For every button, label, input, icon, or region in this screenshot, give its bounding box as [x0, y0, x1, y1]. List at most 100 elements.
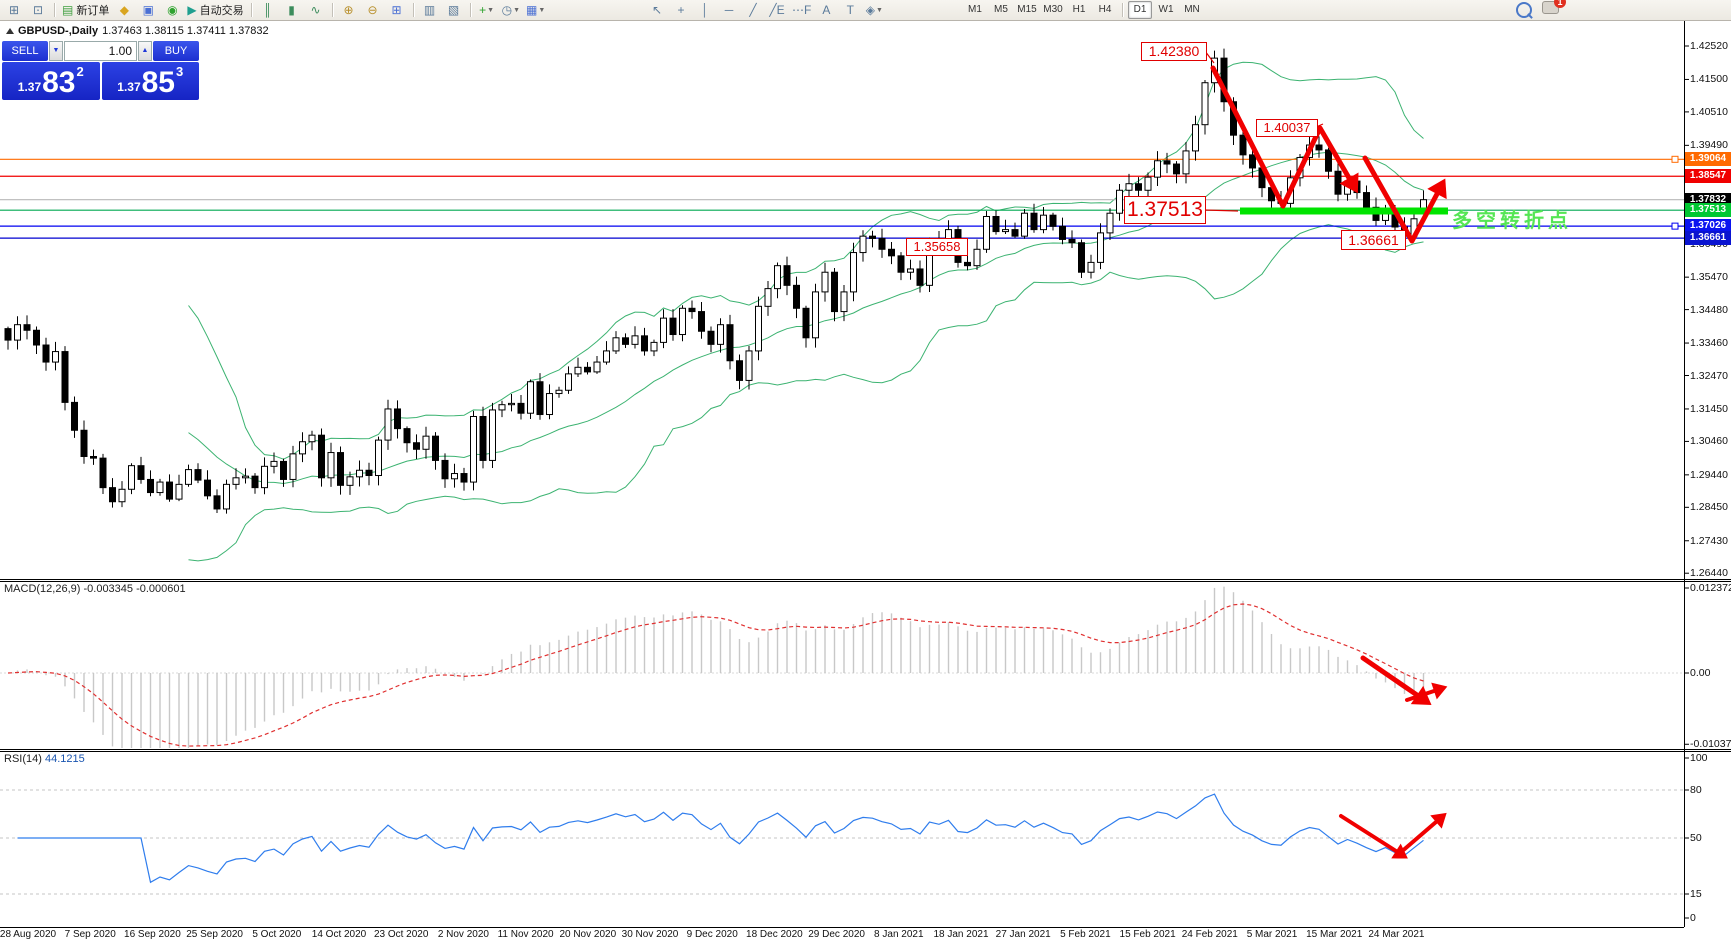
text-tool[interactable]: A [822, 3, 831, 17]
fibonacci-tool[interactable]: ⋯F [792, 3, 812, 17]
timeframe-mn[interactable]: MN [1184, 4, 1200, 15]
autotrading-button[interactable]: ▶ 自动交易 [187, 3, 244, 17]
line-handle[interactable] [1671, 155, 1679, 163]
price-badge-1.36661: 1.36661 [1685, 231, 1731, 246]
line-chart-icon[interactable]: ∿ [310, 3, 321, 17]
price-zigzag-1 [1210, 65, 1352, 209]
price-axis-tick: 1.30460 [1690, 435, 1728, 448]
label-retest[interactable]: 1.40037 [1256, 119, 1318, 137]
date-axis-label: 30 Nov 2020 [621, 929, 679, 940]
symbol-name: GBPUSD-,Daily [18, 25, 99, 37]
sell-price-pip: 2 [76, 64, 84, 79]
label-pivot[interactable]: 1.37513 [1124, 196, 1206, 224]
rsi-arrow-down [1339, 814, 1398, 853]
cursor-tool[interactable]: ↖ [651, 3, 663, 17]
volume-input[interactable]: 1.00 [64, 41, 137, 61]
volume-decrease-button[interactable]: ▼ [49, 41, 63, 61]
buy-price-pip: 3 [176, 64, 184, 79]
label-tool[interactable]: T [846, 3, 855, 17]
add-indicator-icon[interactable]: + ▼ [479, 3, 495, 17]
rsi-arrow-up [1398, 820, 1438, 855]
timeframe-m1[interactable]: M1 [968, 4, 982, 15]
signals-icon[interactable]: ◉ [167, 3, 178, 17]
search-icon[interactable] [1516, 2, 1532, 18]
tile-windows-icon[interactable]: ⊞ [391, 3, 402, 17]
buy-button[interactable]: BUY [153, 41, 199, 61]
vline-tool[interactable]: │ [701, 3, 709, 17]
label-support[interactable]: 1.35658 [906, 238, 968, 256]
shapes-tool[interactable]: ◈ ▼ [865, 3, 883, 17]
candles-chart-icon[interactable]: ▮ [288, 3, 295, 17]
notification-badge: 1 [1554, 0, 1566, 8]
bars-chart-icon[interactable]: ║ [263, 3, 272, 17]
autotrading-button-label: 自动交易 [199, 5, 244, 17]
metaeditor-icon[interactable]: ◆ [119, 3, 129, 17]
label-low[interactable]: 1.36661 [1341, 230, 1406, 250]
date-axis-label: 14 Oct 2020 [311, 929, 367, 940]
channel-tool[interactable]: ╱E [769, 3, 785, 17]
templates-icon[interactable]: ▦ ▼ [526, 3, 546, 17]
date-axis-label: 9 Dec 2020 [686, 929, 738, 940]
data-window-icon[interactable]: ▥ [423, 3, 436, 17]
timeframe-m15[interactable]: M15 [1017, 4, 1037, 15]
timeframe-m5[interactable]: M5 [994, 4, 1008, 15]
new-chart-icon[interactable]: ⊞ [8, 3, 20, 17]
sell-price-button[interactable]: 1.37 83 2 [2, 62, 100, 100]
chart-drawings[interactable] [1203, 50, 1448, 859]
candles[interactable] [4, 48, 1427, 514]
timeframe-w1[interactable]: W1 [1158, 4, 1174, 15]
zoom-out-icon[interactable]: ⊖ [367, 3, 378, 17]
timeframe-h4[interactable]: H4 [1098, 4, 1112, 15]
crosshair-tool[interactable]: + [677, 3, 685, 17]
date-axis-label: 18 Dec 2020 [746, 929, 803, 940]
timeframe-d1[interactable]: D1 [1128, 1, 1152, 19]
rsi-label: RSI(14) 44.1215 [4, 753, 85, 765]
notifications-button[interactable]: 1 [1542, 0, 1566, 19]
price-axis-tick: 1.40510 [1690, 105, 1728, 118]
buy-price-button[interactable]: 1.37 85 3 [101, 62, 199, 100]
price-axis-tick: 1.33460 [1690, 337, 1728, 350]
toolbar-separator [54, 3, 55, 17]
line-handle[interactable] [1671, 222, 1679, 230]
price-axis-tick: 1.41500 [1690, 73, 1728, 86]
macd-axis-tick: -0.010374 [1690, 738, 1731, 751]
chevron-down-icon: ▼ [875, 6, 883, 14]
macd-label: MACD(12,26,9) -0.003345 -0.000601 [4, 583, 186, 595]
label-high[interactable]: 1.42380 [1141, 42, 1207, 61]
strategy-tester-icon[interactable]: ▧ [447, 3, 460, 17]
timeframe-m30[interactable]: M30 [1043, 4, 1063, 15]
volume-increase-button[interactable]: ▲ [138, 41, 152, 61]
price-axis-tick: 1.28450 [1690, 501, 1728, 514]
turning-point-note[interactable]: 多空转折点 [1452, 210, 1572, 232]
chevron-down-icon: ▼ [513, 6, 520, 14]
periods-icon[interactable]: ◷ ▼ [501, 3, 520, 17]
price-zigzag-2 [1362, 155, 1440, 244]
date-axis-label: 5 Mar 2021 [1246, 929, 1298, 940]
rsi-axis-tick: 80 [1690, 784, 1702, 796]
macd-arrow-flat [1405, 689, 1436, 702]
toolbar-separator [250, 3, 252, 17]
price-axis-tick: 1.32470 [1690, 369, 1728, 382]
trendline-tool[interactable]: ╱ [749, 3, 757, 17]
collapse-triangle-icon[interactable] [6, 28, 14, 34]
terminal-icon[interactable]: ▣ [142, 3, 155, 17]
toolbar-separator [1122, 3, 1123, 17]
support-bar[interactable] [1240, 207, 1448, 215]
symbol-ohlc: 1.37463 1.38115 1.37411 1.37832 [102, 25, 269, 37]
new-order-button-label: 新订单 [76, 5, 110, 17]
rsi-axis-tick: 100 [1690, 752, 1708, 764]
new-order-button[interactable]: ▤ 新订单 [62, 3, 110, 17]
zoom-in-icon[interactable]: ⊕ [343, 3, 354, 17]
sell-price-prefix: 1.37 [17, 80, 42, 94]
price-badge-1.39064: 1.39064 [1685, 152, 1731, 167]
profiles-icon[interactable]: ⊡ [32, 3, 44, 17]
timeframe-h1[interactable]: H1 [1072, 4, 1086, 15]
buy-price-prefix: 1.37 [117, 80, 141, 94]
hline-tool[interactable]: ─ [724, 3, 734, 17]
toolbar-right-group: 1 [1516, 0, 1566, 20]
price-badge-1.37513: 1.37513 [1685, 203, 1731, 218]
rsi-axis-tick: 50 [1690, 832, 1702, 844]
panel-borders [0, 20, 1731, 928]
sell-button[interactable]: SELL [2, 41, 48, 61]
